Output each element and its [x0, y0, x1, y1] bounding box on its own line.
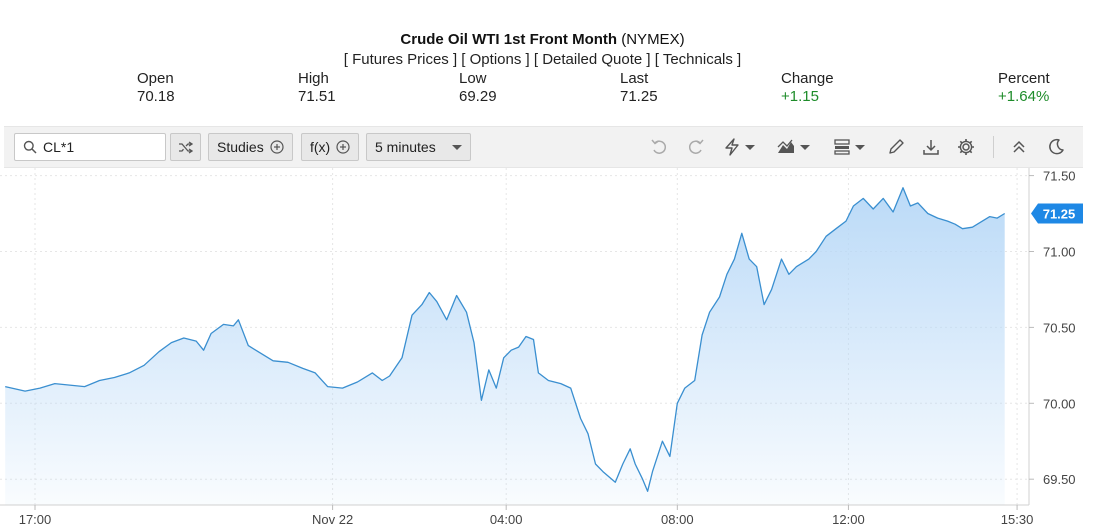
add-circle-icon: [270, 140, 284, 154]
stat-low-label: Low: [459, 70, 487, 87]
last-price-badge: [1031, 203, 1083, 224]
stat-percent: Percent +1.64%: [998, 70, 1050, 106]
gear-icon: [958, 139, 974, 155]
chevron-double-up-icon: [1013, 140, 1025, 153]
price-area: [5, 187, 1005, 505]
y-tick-label: 71.50: [1043, 169, 1076, 184]
fx-button[interactable]: f(x): [301, 133, 360, 161]
stat-low: Low 69.29: [459, 70, 497, 106]
chart-toolbar: Studies f(x) 5 minutes: [4, 126, 1083, 168]
price-chart[interactable]: 71.50 71.00 70.50 70.00 69.50 17:00 Nov 22 04:0…: [0, 168, 1103, 528]
symbol-input[interactable]: [43, 137, 161, 157]
stat-open-value: 70.18: [137, 88, 175, 105]
futures-prices-link[interactable]: Futures Prices: [352, 51, 449, 68]
stat-change-label: Change: [781, 70, 834, 87]
download-icon: [923, 140, 939, 155]
stat-low-value: 69.29: [459, 88, 497, 105]
stat-last-value: 71.25: [620, 88, 658, 105]
stat-change: Change +1.15: [781, 70, 834, 106]
y-tick-label: 69.50: [1043, 472, 1076, 487]
fx-label: f(x): [310, 139, 331, 155]
instrument-name: Crude Oil WTI 1st Front Month: [400, 31, 618, 48]
chevron-down-icon: [452, 144, 462, 150]
redo-icon: [688, 139, 704, 154]
moon-icon: [1049, 138, 1064, 155]
y-tick-label: 70.50: [1043, 320, 1076, 335]
layout-button[interactable]: [833, 137, 865, 157]
y-tick-label: 70.00: [1043, 396, 1076, 411]
add-circle-icon: [336, 140, 350, 154]
symbol-search[interactable]: [14, 133, 166, 161]
options-link[interactable]: Options: [469, 51, 522, 68]
stat-open-label: Open: [137, 70, 174, 87]
stat-last: Last 71.25: [620, 70, 658, 106]
stat-high-label: High: [298, 70, 329, 87]
compare-button[interactable]: [170, 133, 201, 161]
stat-change-value: +1.15: [781, 88, 819, 105]
x-tick-label: 04:00: [490, 512, 523, 527]
stat-percent-value: +1.64%: [998, 88, 1050, 105]
lightning-icon: [725, 138, 739, 156]
interval-label: 5 minutes: [375, 139, 436, 155]
toolbar-divider: [993, 136, 994, 158]
studies-button[interactable]: Studies: [208, 133, 293, 161]
x-tick-label: 15:30: [1001, 512, 1034, 527]
stat-high-value: 71.51: [298, 88, 336, 105]
chart-type-button[interactable]: [776, 137, 810, 157]
x-tick-label: Nov 22: [312, 512, 353, 527]
search-icon: [23, 140, 37, 154]
dark-mode-button[interactable]: [1046, 137, 1066, 157]
stat-open: Open 70.18: [137, 70, 175, 106]
detailed-quote-link[interactable]: Detailed Quote: [542, 51, 643, 68]
stat-percent-label: Percent: [998, 70, 1050, 87]
studies-label: Studies: [217, 139, 264, 155]
last-price-label: 71.25: [1043, 207, 1076, 222]
undo-button[interactable]: [649, 137, 669, 157]
page-title: Crude Oil WTI 1st Front Month (NYMEX): [0, 31, 1085, 48]
x-tick-label: 12:00: [832, 512, 865, 527]
settings-button[interactable]: [956, 137, 976, 157]
draw-button[interactable]: [886, 137, 906, 157]
technicals-link[interactable]: Technicals: [662, 51, 733, 68]
price-line: [5, 187, 1006, 492]
layout-icon: [834, 139, 850, 155]
stat-high: High 71.51: [298, 70, 336, 106]
quote-links: [ Futures Prices ] [ Options ] [ Detaile…: [343, 51, 742, 68]
undo-icon: [651, 139, 667, 154]
pencil-icon: [889, 139, 904, 154]
shuffle-icon: [179, 140, 193, 154]
y-tick-label: 71.00: [1043, 244, 1076, 259]
x-tick-label: 08:00: [661, 512, 694, 527]
download-button[interactable]: [921, 137, 941, 157]
collapse-button[interactable]: [1010, 137, 1028, 157]
mountain-chart-icon: [777, 139, 794, 153]
chevron-down-icon: [745, 144, 755, 150]
stat-last-label: Last: [620, 70, 649, 87]
chevron-down-icon: [855, 144, 865, 150]
interval-select[interactable]: 5 minutes: [366, 133, 471, 161]
exchange-name: (NYMEX): [621, 31, 685, 48]
events-menu-button[interactable]: [723, 137, 755, 157]
redo-button[interactable]: [686, 137, 706, 157]
x-tick-label: 17:00: [19, 512, 52, 527]
chevron-down-icon: [800, 144, 810, 150]
